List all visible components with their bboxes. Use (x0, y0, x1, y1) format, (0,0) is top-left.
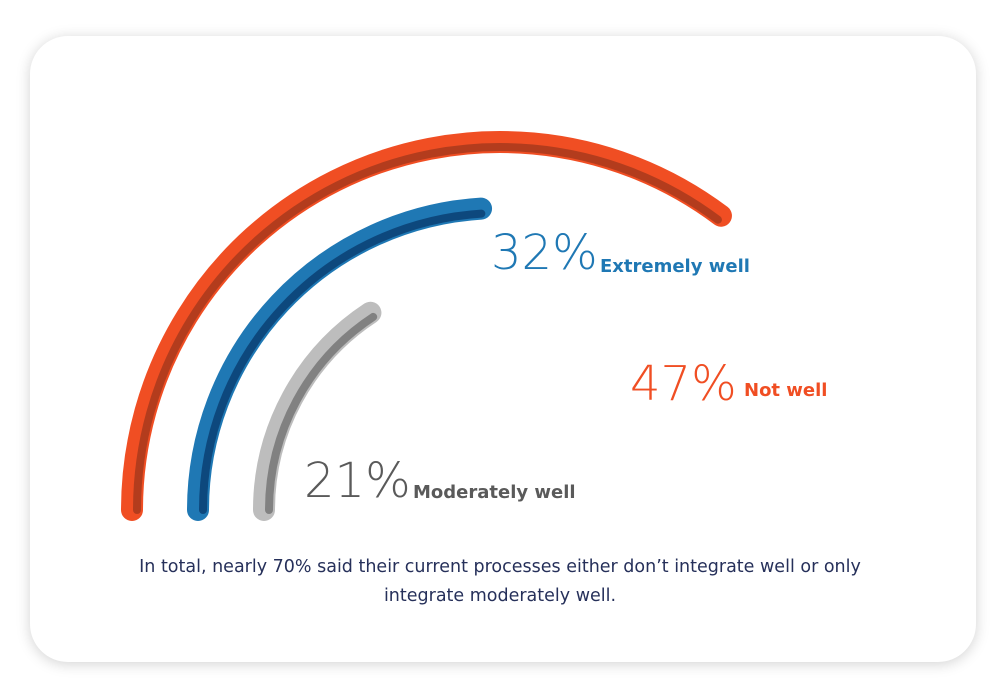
arc-extremely-well (187, 197, 493, 521)
value-label-not-well: 47% Not well (630, 356, 827, 412)
value-label-moderately-well: 21% Moderately well (304, 453, 576, 509)
value-percent-extremely-well: 32% (491, 225, 598, 281)
arc-not-well (121, 131, 732, 521)
series-label-moderately-well: Moderately well (413, 482, 576, 503)
chart-caption: In total, nearly 70% said their current … (139, 557, 861, 606)
value-label-extremely-well: 32% Extremely well (491, 225, 750, 281)
series-label-extremely-well: Extremely well (600, 256, 750, 277)
arc-shade-extremely-well (199, 209, 486, 514)
value-percent-not-well: 47% (630, 356, 737, 412)
arc-shade-moderately-well (265, 312, 378, 514)
arc-moderately-well (253, 301, 382, 521)
value-percent-moderately-well: 21% (304, 453, 411, 509)
arc-shade-not-well (133, 143, 722, 514)
series-label-not-well: Not well (744, 380, 827, 401)
arc-group (121, 131, 732, 521)
